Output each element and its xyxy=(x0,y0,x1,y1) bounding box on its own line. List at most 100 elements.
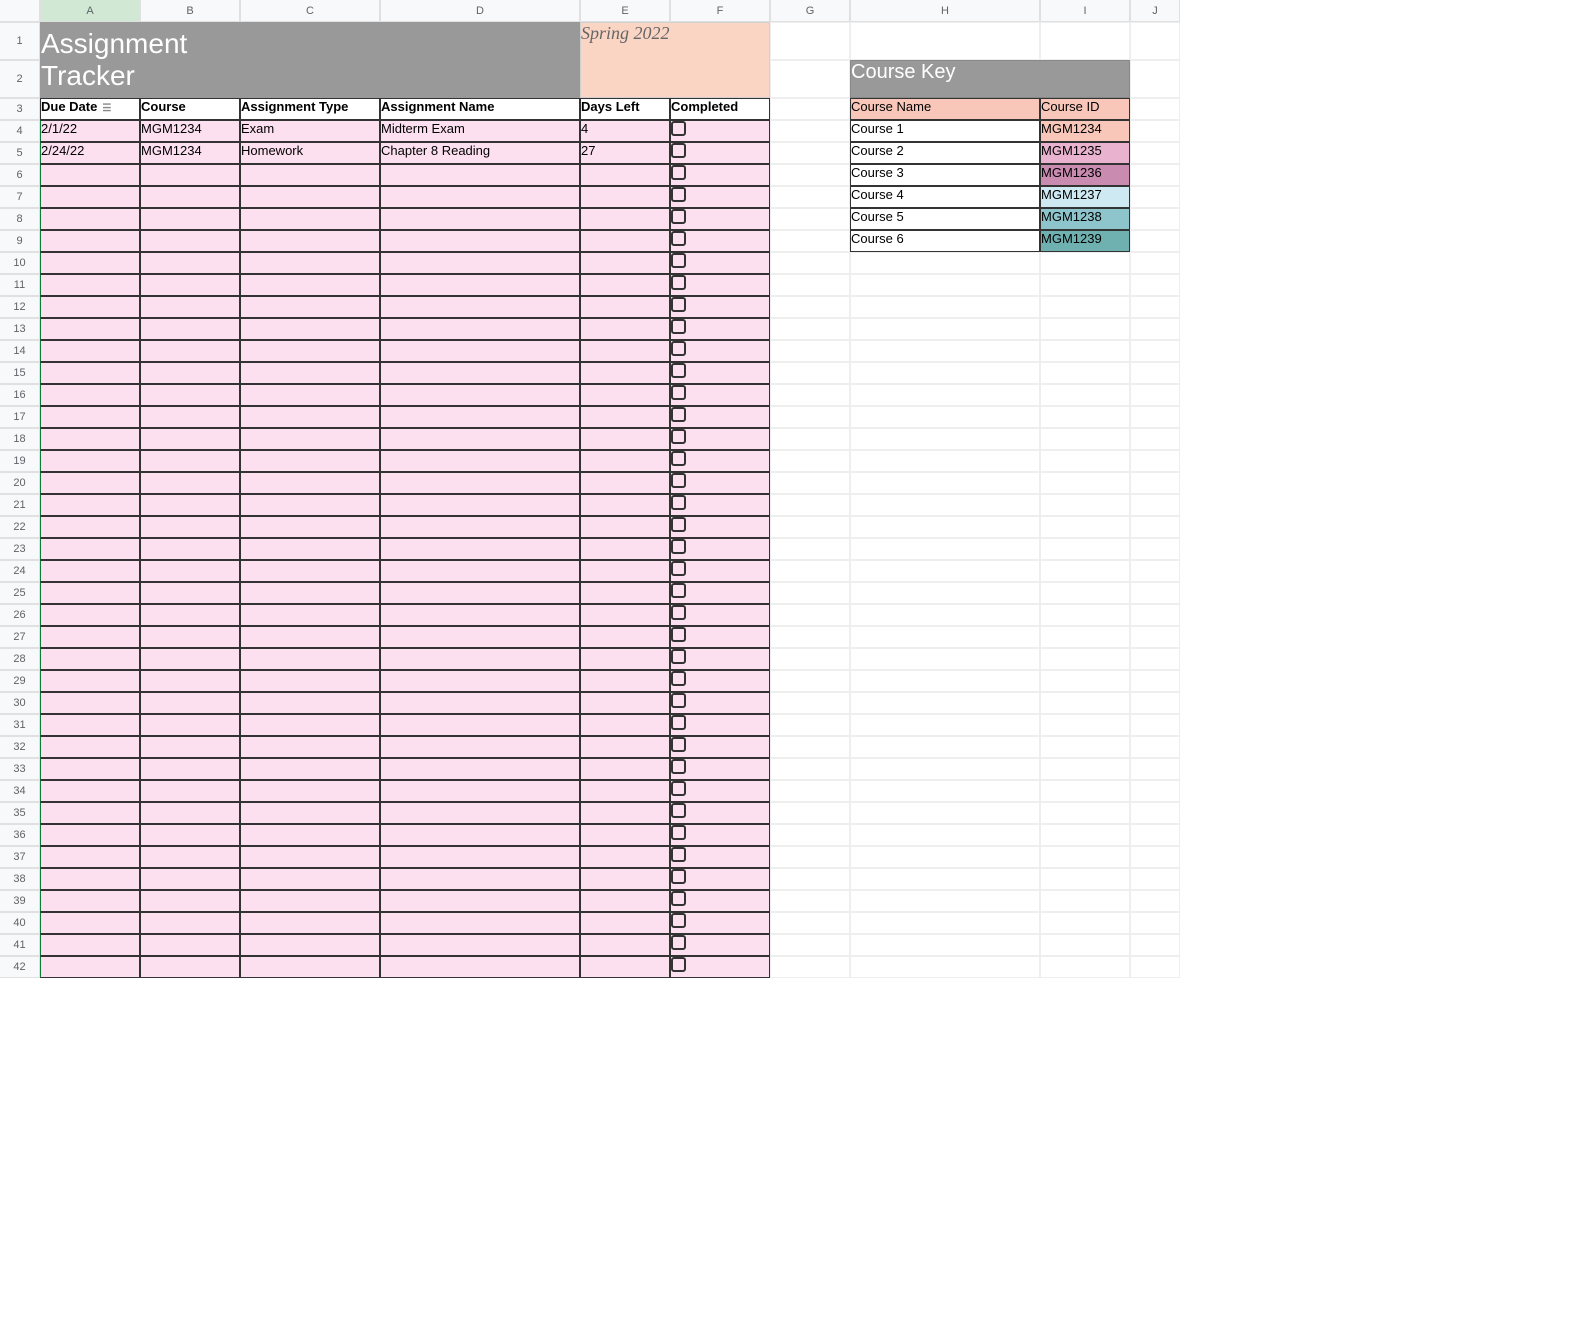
tracker-course-r22[interactable] xyxy=(140,516,240,538)
completed-checkbox[interactable] xyxy=(671,319,686,334)
tracker-name-r30[interactable] xyxy=(380,692,580,714)
cell-G19[interactable] xyxy=(770,450,850,472)
cell-J2[interactable] xyxy=(1130,60,1180,98)
cell-J27[interactable] xyxy=(1130,626,1180,648)
completed-cell-r7[interactable] xyxy=(670,186,770,208)
cell-G30[interactable] xyxy=(770,692,850,714)
cell-J17[interactable] xyxy=(1130,406,1180,428)
tracker-type-r39[interactable] xyxy=(240,890,380,912)
tracker-header-4[interactable]: Days Left xyxy=(580,98,670,120)
tracker-daysLeft-r19[interactable] xyxy=(580,450,670,472)
tracker-due-r27[interactable] xyxy=(40,626,140,648)
tracker-course-r32[interactable] xyxy=(140,736,240,758)
cell-G13[interactable] xyxy=(770,318,850,340)
completed-checkbox[interactable] xyxy=(671,385,686,400)
tracker-daysLeft-r9[interactable] xyxy=(580,230,670,252)
cell-J24[interactable] xyxy=(1130,560,1180,582)
tracker-name-r17[interactable] xyxy=(380,406,580,428)
cell-I32[interactable] xyxy=(1040,736,1130,758)
cell-G32[interactable] xyxy=(770,736,850,758)
cell-I38[interactable] xyxy=(1040,868,1130,890)
column-header-D[interactable]: D xyxy=(380,0,580,22)
cell-H15[interactable] xyxy=(850,362,1040,384)
tracker-type-r38[interactable] xyxy=(240,868,380,890)
tracker-type-r10[interactable] xyxy=(240,252,380,274)
cell-I10[interactable] xyxy=(1040,252,1130,274)
cell-G27[interactable] xyxy=(770,626,850,648)
course-id-5[interactable]: MGM1239 xyxy=(1040,230,1130,252)
cell-G14[interactable] xyxy=(770,340,850,362)
course-name-0[interactable]: Course 1 xyxy=(850,120,1040,142)
row-header-8[interactable]: 8 xyxy=(0,208,40,230)
cell-G5[interactable] xyxy=(770,142,850,164)
completed-checkbox[interactable] xyxy=(671,231,686,246)
tracker-daysLeft-r27[interactable] xyxy=(580,626,670,648)
column-header-J[interactable]: J xyxy=(1130,0,1180,22)
tracker-daysLeft-r42[interactable] xyxy=(580,956,670,978)
cell-J33[interactable] xyxy=(1130,758,1180,780)
tracker-course-r42[interactable] xyxy=(140,956,240,978)
tracker-name-r4[interactable]: Midterm Exam xyxy=(380,120,580,142)
column-header-A[interactable]: A xyxy=(40,0,140,22)
tracker-course-r5[interactable]: MGM1234 xyxy=(140,142,240,164)
cell-I16[interactable] xyxy=(1040,384,1130,406)
tracker-course-r20[interactable] xyxy=(140,472,240,494)
tracker-type-r21[interactable] xyxy=(240,494,380,516)
tracker-name-r19[interactable] xyxy=(380,450,580,472)
cell-J3[interactable] xyxy=(1130,98,1180,120)
completed-checkbox[interactable] xyxy=(671,847,686,862)
cell-J32[interactable] xyxy=(1130,736,1180,758)
cell-G41[interactable] xyxy=(770,934,850,956)
cell-G10[interactable] xyxy=(770,252,850,274)
tracker-type-r13[interactable] xyxy=(240,318,380,340)
tracker-due-r13[interactable] xyxy=(40,318,140,340)
tracker-daysLeft-r32[interactable] xyxy=(580,736,670,758)
cell-J40[interactable] xyxy=(1130,912,1180,934)
cell-I34[interactable] xyxy=(1040,780,1130,802)
completed-cell-r22[interactable] xyxy=(670,516,770,538)
row-header-2[interactable]: 2 xyxy=(0,60,40,98)
cell-H36[interactable] xyxy=(850,824,1040,846)
completed-cell-r29[interactable] xyxy=(670,670,770,692)
tracker-due-r36[interactable] xyxy=(40,824,140,846)
tracker-due-r39[interactable] xyxy=(40,890,140,912)
cell-I1[interactable] xyxy=(1040,22,1130,60)
tracker-type-r24[interactable] xyxy=(240,560,380,582)
tracker-due-r26[interactable] xyxy=(40,604,140,626)
tracker-type-r30[interactable] xyxy=(240,692,380,714)
tracker-name-r24[interactable] xyxy=(380,560,580,582)
tracker-course-r40[interactable] xyxy=(140,912,240,934)
tracker-name-r42[interactable] xyxy=(380,956,580,978)
tracker-course-r30[interactable] xyxy=(140,692,240,714)
tracker-due-r32[interactable] xyxy=(40,736,140,758)
completed-checkbox[interactable] xyxy=(671,473,686,488)
tracker-type-r40[interactable] xyxy=(240,912,380,934)
cell-G9[interactable] xyxy=(770,230,850,252)
cell-G12[interactable] xyxy=(770,296,850,318)
tracker-daysLeft-r13[interactable] xyxy=(580,318,670,340)
row-header-4[interactable]: 4 xyxy=(0,120,40,142)
tracker-due-r41[interactable] xyxy=(40,934,140,956)
tracker-due-r21[interactable] xyxy=(40,494,140,516)
completed-cell-r13[interactable] xyxy=(670,318,770,340)
row-header-37[interactable]: 37 xyxy=(0,846,40,868)
tracker-name-r28[interactable] xyxy=(380,648,580,670)
completed-checkbox[interactable] xyxy=(671,363,686,378)
tracker-name-r7[interactable] xyxy=(380,186,580,208)
completed-checkbox[interactable] xyxy=(671,891,686,906)
tracker-daysLeft-r36[interactable] xyxy=(580,824,670,846)
row-header-38[interactable]: 38 xyxy=(0,868,40,890)
tracker-name-r38[interactable] xyxy=(380,868,580,890)
tracker-type-r8[interactable] xyxy=(240,208,380,230)
completed-checkbox[interactable] xyxy=(671,209,686,224)
course-id-4[interactable]: MGM1238 xyxy=(1040,208,1130,230)
cell-H22[interactable] xyxy=(850,516,1040,538)
row-header-40[interactable]: 40 xyxy=(0,912,40,934)
cell-J38[interactable] xyxy=(1130,868,1180,890)
completed-cell-r34[interactable] xyxy=(670,780,770,802)
tracker-course-r24[interactable] xyxy=(140,560,240,582)
tracker-due-r6[interactable] xyxy=(40,164,140,186)
tracker-daysLeft-r5[interactable]: 27 xyxy=(580,142,670,164)
cell-H19[interactable] xyxy=(850,450,1040,472)
tracker-name-r20[interactable] xyxy=(380,472,580,494)
